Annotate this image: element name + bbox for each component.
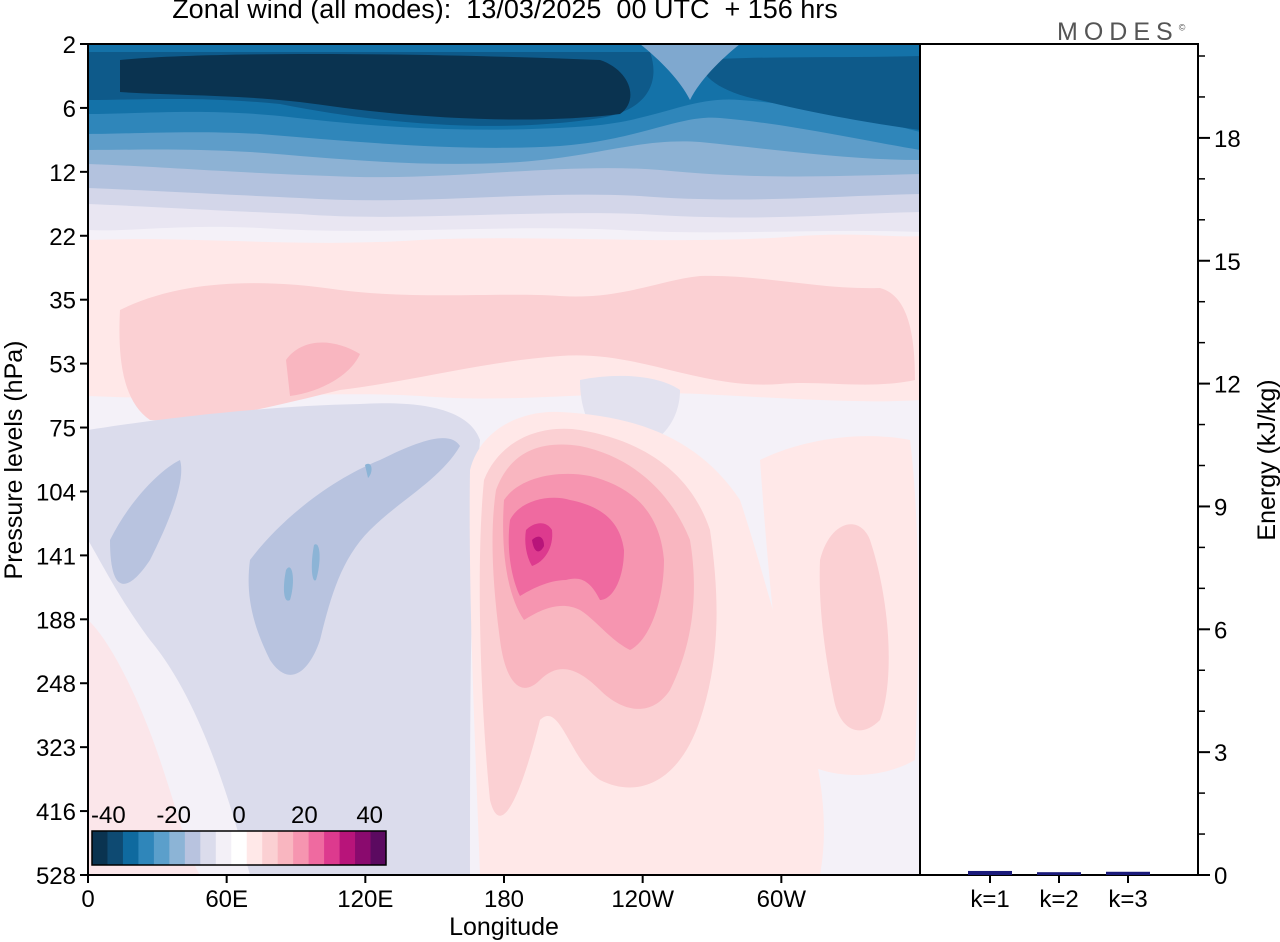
energy-bar xyxy=(968,870,1012,875)
colorbar-swatch xyxy=(339,831,356,865)
colorbar-swatch xyxy=(277,831,294,865)
colorbar-swatch xyxy=(246,831,263,865)
colorbar-swatch xyxy=(231,831,248,865)
y-tick-label: 6 xyxy=(63,96,76,123)
colorbar-tick-label: -40 xyxy=(91,802,126,829)
colorbar-frame xyxy=(91,830,387,866)
field-band-strat-9 xyxy=(120,54,631,120)
y-tick-label: 248 xyxy=(36,671,76,698)
y-tick-label: 188 xyxy=(36,607,76,634)
energy-x-tick-label: k=3 xyxy=(1108,886,1147,913)
y-tick-label: 416 xyxy=(36,799,76,826)
energy-bar xyxy=(1037,872,1081,875)
y-tick-label: 323 xyxy=(36,735,76,762)
y-tick-label: 35 xyxy=(49,288,76,315)
field-band-easterly-6 xyxy=(365,463,372,478)
energy-tick-label: 3 xyxy=(1214,740,1227,767)
energy-x-tick-label: k=2 xyxy=(1039,886,1078,913)
y-tick-label: 75 xyxy=(49,416,76,443)
energy-tick-label: 9 xyxy=(1214,494,1227,521)
field-band-westerly-7 xyxy=(532,536,544,552)
field-band-easterly-2 xyxy=(248,438,460,675)
y-tick-label: 141 xyxy=(36,543,76,570)
colorbar-swatch xyxy=(122,831,139,865)
logo-text: MODES xyxy=(1057,18,1179,46)
energy-tick-label: 12 xyxy=(1214,372,1241,399)
chart-title: Zonal wind (all modes): 13/03/2025 00 UT… xyxy=(172,0,838,24)
modes-logo: MODES© xyxy=(1057,18,1185,47)
field-band-westerly-5 xyxy=(508,497,624,600)
field-band-easterly-5 xyxy=(311,544,320,581)
colorbar-swatch xyxy=(92,831,108,865)
colorbar-swatch xyxy=(308,831,325,865)
x-tick-label: 60W xyxy=(757,886,807,913)
colorbar-swatch xyxy=(153,831,170,865)
field-band-strat-12 xyxy=(640,44,740,100)
x-axis-ticks: 0 60E 120E 180 120W 60W xyxy=(81,875,806,913)
x-tick-label: 180 xyxy=(484,886,524,913)
y-tick-label: 528 xyxy=(36,863,76,890)
y-tick-label: 2 xyxy=(63,32,76,59)
heatmap-field xyxy=(88,44,920,875)
y-tick-label: 104 xyxy=(36,479,76,506)
colorbar-swatch xyxy=(184,831,201,865)
y-tick-label: 22 xyxy=(49,224,76,251)
colorbar-swatch xyxy=(324,831,341,865)
energy-tick-label: 18 xyxy=(1214,126,1241,153)
colorbar-swatch xyxy=(293,831,310,865)
energy-axis-ticks: 0 3 6 9 12 15 18 xyxy=(1198,55,1241,890)
colorbar-swatch xyxy=(138,831,155,865)
colorbar-swatch xyxy=(370,831,387,865)
field-band-strat-11 xyxy=(700,56,920,130)
energy-tick-label: 6 xyxy=(1214,617,1227,644)
x-tick-label: 0 xyxy=(81,886,94,913)
colorbar-tick-label: -20 xyxy=(156,802,191,829)
x-tick-label: 60E xyxy=(205,886,248,913)
field-band-eastern-2 xyxy=(819,524,889,731)
colorbar-swatch xyxy=(169,831,186,865)
colorbar-swatch xyxy=(355,831,372,865)
energy-x-tick-label: k=1 xyxy=(970,886,1009,913)
x-tick-label: 120E xyxy=(337,886,393,913)
field-band-midlevel-3 xyxy=(286,342,360,396)
field-band-lowleft xyxy=(88,620,200,875)
x-tick-label: 120W xyxy=(611,886,674,913)
colorbar-labels: -40 -20 0 20 40 xyxy=(91,802,383,829)
colorbar-swatch xyxy=(262,831,279,865)
field-band-easterly-3 xyxy=(110,460,182,584)
field-band-easterly-4 xyxy=(283,567,293,601)
colorbar-swatch xyxy=(107,831,124,865)
energy-axis-label: Energy (kJ/kg) xyxy=(1253,379,1280,540)
colorbar-tick-label: 0 xyxy=(232,802,245,829)
energy-tick-label: 0 xyxy=(1214,863,1227,890)
colorbar-tick-label: 40 xyxy=(356,802,383,829)
colorbar-tick-label: 20 xyxy=(291,802,318,829)
y-tick-label: 12 xyxy=(49,160,76,187)
y-axis-label: Pressure levels (hPa) xyxy=(0,341,28,580)
colorbar-swatch xyxy=(215,831,232,865)
energy-tick-label: 15 xyxy=(1214,249,1241,276)
y-axis-ticks: 2 6 12 22 35 53 75 104 141 188 248 323 416 528 xyxy=(36,32,88,890)
x-axis-label: Longitude xyxy=(449,913,559,941)
energy-bars: k=1 k=2 k=3 xyxy=(968,870,1150,913)
logo-copyright-mark: © xyxy=(1178,22,1186,33)
energy-panel-frame xyxy=(919,43,1199,876)
y-tick-label: 53 xyxy=(49,352,76,379)
colorbar-swatch xyxy=(200,831,217,865)
energy-bar xyxy=(1106,871,1150,875)
colorbar xyxy=(91,830,387,866)
